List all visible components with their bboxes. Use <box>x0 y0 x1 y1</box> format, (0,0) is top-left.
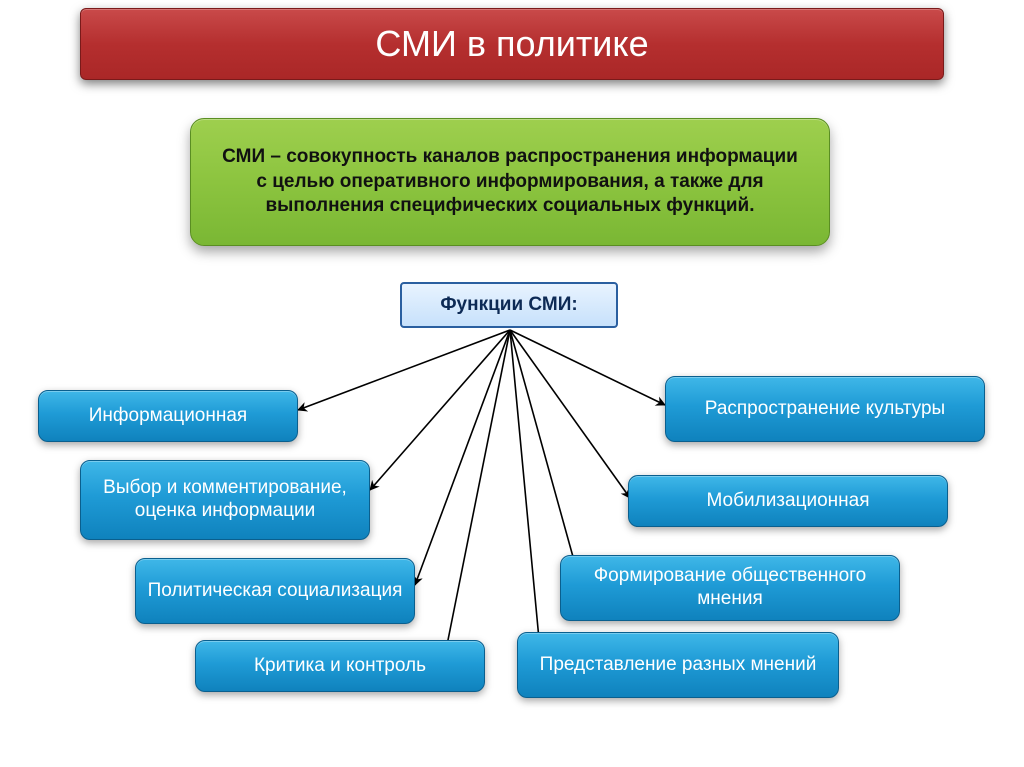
function-public-opinion: Формирование общественного мнения <box>560 555 900 621</box>
function-culture-spread: Распространение культуры <box>665 376 985 442</box>
function-critique-control: Критика и контроль <box>195 640 485 692</box>
function-informational: Информационная <box>38 390 298 442</box>
page-title: СМИ в политике <box>80 8 944 80</box>
function-mobilization: Мобилизационная <box>628 475 948 527</box>
definition-box: СМИ – совокупность каналов распространен… <box>190 118 830 246</box>
function-diverse-opinions: Представление разных мнений <box>517 632 839 698</box>
functions-header: Функции СМИ: <box>400 282 618 328</box>
function-selection-comment: Выбор и комментирование, оценка информац… <box>80 460 370 540</box>
function-political-social: Политическая социализация <box>135 558 415 624</box>
